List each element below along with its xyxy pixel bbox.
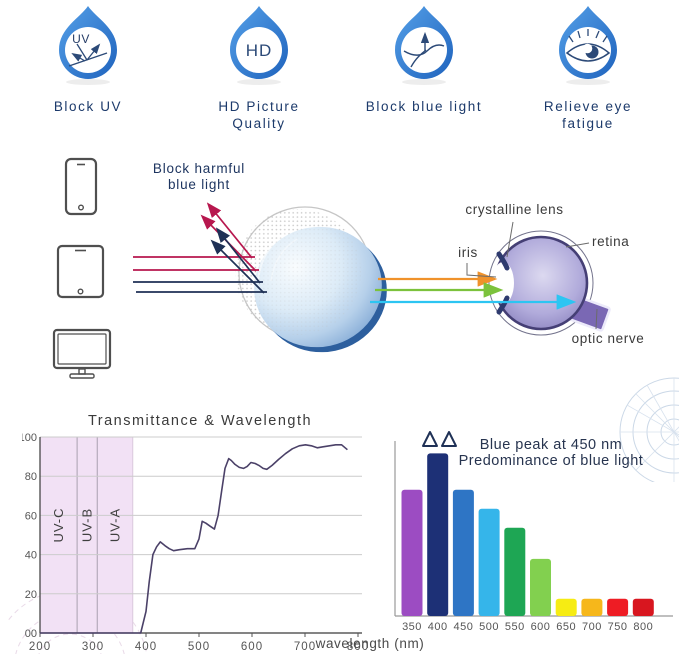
feature-label: HD Picture Quality [218,99,300,131]
bar-650 [555,598,577,616]
svg-text:100: 100 [22,432,37,444]
optic-nerve-label: optic nerve [571,331,645,346]
iris-label: iris [458,245,478,260]
eye-label-connectors [466,221,598,330]
hd-icon: HD [230,6,288,85]
compass-watermark [619,377,679,482]
svg-text:700: 700 [294,641,316,653]
bar-550 [504,527,526,616]
svg-text:450: 450 [453,621,473,633]
line-chart-title: Transmittance & Wavelength [88,413,312,429]
bar-800 [632,598,654,616]
smartphone-icon [64,157,98,216]
bar-350 [401,489,423,616]
svg-text:20: 20 [25,589,37,601]
spectrum-bar-chart: 350 400 450 500 550 600 650 700 750 800 Blue peak … [394,431,673,633]
svg-text:UV-C: UV-C [51,507,66,542]
caption-line2: blue light [167,177,231,192]
uv-region-UV-C [40,437,78,633]
uv-region-UV-A [97,437,133,633]
bar-450 [452,489,474,616]
bar-700 [581,598,603,616]
feature-label: Block UV [53,99,123,114]
feature-label: Relieve eye fatigue [543,99,633,131]
svg-text:200: 200 [29,641,51,653]
svg-text:600: 600 [531,621,551,633]
peak-triangle-1 [422,431,438,447]
svg-text:40: 40 [25,550,37,562]
bar-chart-annotation-2: Predominance of blue light [459,453,644,469]
uv-region-UV-B [77,437,98,633]
bar-500 [478,508,500,616]
lens-graphic [235,206,387,353]
bar-400 [427,453,449,616]
bar-600 [530,558,551,616]
passed-rays [370,271,577,310]
svg-text:400: 400 [428,621,448,633]
svg-text:00: 00 [25,628,37,640]
bar-chart-annotation-1: Blue peak at 450 nm [480,437,623,453]
tablet-icon [56,244,105,299]
uv-block-icon: UV [58,6,117,85]
wavelength-axis-label: wavelength (nm) [315,636,425,651]
monitor-icon [52,328,112,379]
svg-text:UV-B: UV-B [80,508,95,542]
feature-block-uv: UV Block UV [23,4,153,115]
blocked-rays [133,202,267,294]
svg-text:500: 500 [188,641,210,653]
svg-text:500: 500 [479,621,499,633]
relieve-eye-fatigue-icon [559,6,617,85]
svg-text:HD: HD [246,41,273,60]
svg-text:UV: UV [72,32,90,46]
svg-text:600: 600 [241,641,263,653]
feature-relieve-fatigue: Relieve eye fatigue [523,4,653,132]
block-harmful-caption: Block harmful blue light [138,161,260,193]
retina-label: retina [592,234,630,249]
svg-text:80: 80 [25,471,37,483]
svg-text:350: 350 [402,621,422,633]
svg-text:400: 400 [135,641,157,653]
svg-text:800: 800 [633,621,653,633]
bar-750 [607,598,629,616]
svg-text:60: 60 [25,510,37,522]
block-blue-light-icon [395,6,453,85]
feature-block-blue-light: Block blue light [359,4,489,115]
svg-text:550: 550 [505,621,525,633]
svg-text:700: 700 [582,621,602,633]
feature-label: Block blue light [365,99,483,114]
transmittance-curve [40,443,348,634]
svg-text:UV-A: UV-A [107,508,122,542]
caption-line1: Block harmful [152,161,246,176]
svg-text:650: 650 [556,621,576,633]
transmittance-chart: UV-C UV-B UV-A 00 20 40 60 80 100 200 300 400 500 600… [22,413,369,653]
feature-hd-quality: HD HD Picture Quality [194,4,324,132]
svg-text:800: 800 [347,641,369,653]
svg-text:300: 300 [82,641,104,653]
svg-text:750: 750 [608,621,628,633]
crystalline-lens-label: crystalline lens [465,202,564,217]
peak-triangle-2 [441,431,457,447]
